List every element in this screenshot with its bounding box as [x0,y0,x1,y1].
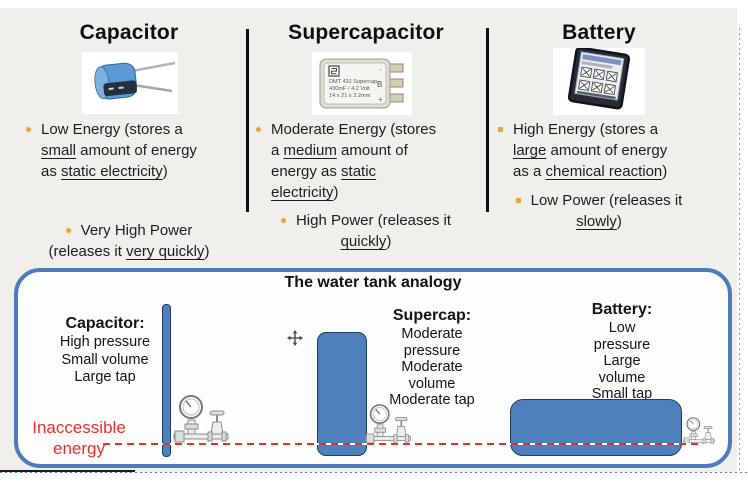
capacitor-tank [162,304,171,457]
battery-analogy-line: pressure [593,336,651,353]
water-tank-analogy-title: The water tank analogy [284,274,462,291]
move-cursor-icon[interactable] [287,330,303,346]
column-separator-1 [246,29,249,212]
capacitor-power-bullet: Very High Power (releases it very quickly… [18,220,240,262]
capacitor-image [94,61,176,100]
bullet-icon [498,127,503,132]
capacitor-analogy-label: Capacitor: High pressure Small volume La… [40,314,170,387]
supercap-analogy-label: Supercap: Moderate pressure Moderate vol… [357,306,507,409]
supercap-terminal-b: B [377,80,382,89]
battery-analogy-line: Low [608,320,636,336]
capacitor-photo [82,52,178,114]
supercapacitor-power-text: High Power (releases it quickly) [250,210,482,252]
inaccessible-energy-dashed-line [103,443,699,445]
bullet-icon [280,218,286,223]
bullet-icon [515,198,521,203]
supercap-analogy-line: Moderate [401,326,463,342]
inaccessible-line2: energy [53,439,105,458]
supercap-analogy-line: volume [408,375,456,392]
supercapacitor-power-bullet: High Power (releases it quickly) [250,210,482,252]
pressure-gauge-valve-icon [683,417,715,445]
bullet-icon [26,127,31,132]
battery-analogy-line: Large [603,353,641,369]
supercap-analogy-line: pressure [403,342,461,359]
supercap-analogy-heading: Supercap: [392,307,472,324]
battery-analogy-line: Small tap [591,386,653,402]
capacitor-analogy-line: Large tap [74,369,136,385]
pressure-gauge-valve-icon [173,395,229,443]
supercap-terminal-minus: - [379,65,382,74]
battery-tank [510,399,682,456]
battery-analogy-label: Battery: Low pressure Large volume Small… [547,300,697,403]
battery-analogy-line: volume [598,369,646,386]
bullet-icon [65,228,71,233]
battery-power-bullet: Low Power (releases it slowly) [488,190,710,232]
capacitor-energy-bullet: Low Energy (stores a small amount of ener… [26,119,231,182]
supercapacitor-energy-bullet: Moderate Energy (stores a medium amount o… [256,119,474,203]
supercap-label-line3: 14 x 21 x 3.2mm [329,93,371,99]
capacitor-analogy-line: Small volume [61,351,149,368]
supercap-label-line2: 430mF / 4.2 Volt [329,86,370,92]
capacitor-power-text: Very High Power (releases it very quickly… [48,222,210,260]
supercap-label-line1: DMT 43J Supercap [329,79,377,85]
bottom-edge-line [0,470,135,472]
capacitor-analogy-line: High pressure [59,334,151,350]
capacitor-analogy-heading: Capacitor: [65,315,145,332]
capacitor-energy-text: Low Energy (stores a small amount of ener… [41,121,197,180]
battery-photo [553,48,645,115]
supercap-analogy-line: Moderate tap [389,392,475,408]
bullet-icon [256,127,261,132]
battery-energy-text: High Energy (stores a large amount of ene… [513,121,668,180]
battery-energy-bullet: High Energy (stores a large amount of ene… [498,119,706,182]
battery-image [567,48,631,110]
supercapacitor-photo: DMT 43J Supercap 430mF / 4.2 Volt 14 x 2… [312,52,412,115]
battery-analogy-heading: Battery: [591,301,653,318]
water-tank-analogy-box: The water tank analogy Capacitor: High p… [14,268,732,468]
supercapacitor-energy-text: Moderate Energy (stores a medium amount o… [271,121,437,201]
supercap-terminal-plus: + [378,95,383,104]
battery-heading: Battery [562,21,636,44]
right-dotted-line [739,28,740,473]
column-separator-2 [486,28,489,212]
supercapacitor-image: DMT 43J Supercap 430mF / 4.2 Volt 14 x 2… [319,58,404,109]
bottom-dotted-line [0,472,748,473]
supercap-analogy-line: Moderate [401,359,463,375]
pressure-gauge-valve-icon [365,404,411,444]
inaccessible-line1: Inaccessible [32,418,126,437]
capacitor-heading: Capacitor [79,21,179,44]
supercapacitor-heading: Supercapacitor [288,21,444,44]
inaccessible-energy-label: Inaccessible energy [18,417,140,459]
supercap-tank [317,332,367,456]
battery-power-text: Low Power (releases it slowly) [488,190,710,232]
